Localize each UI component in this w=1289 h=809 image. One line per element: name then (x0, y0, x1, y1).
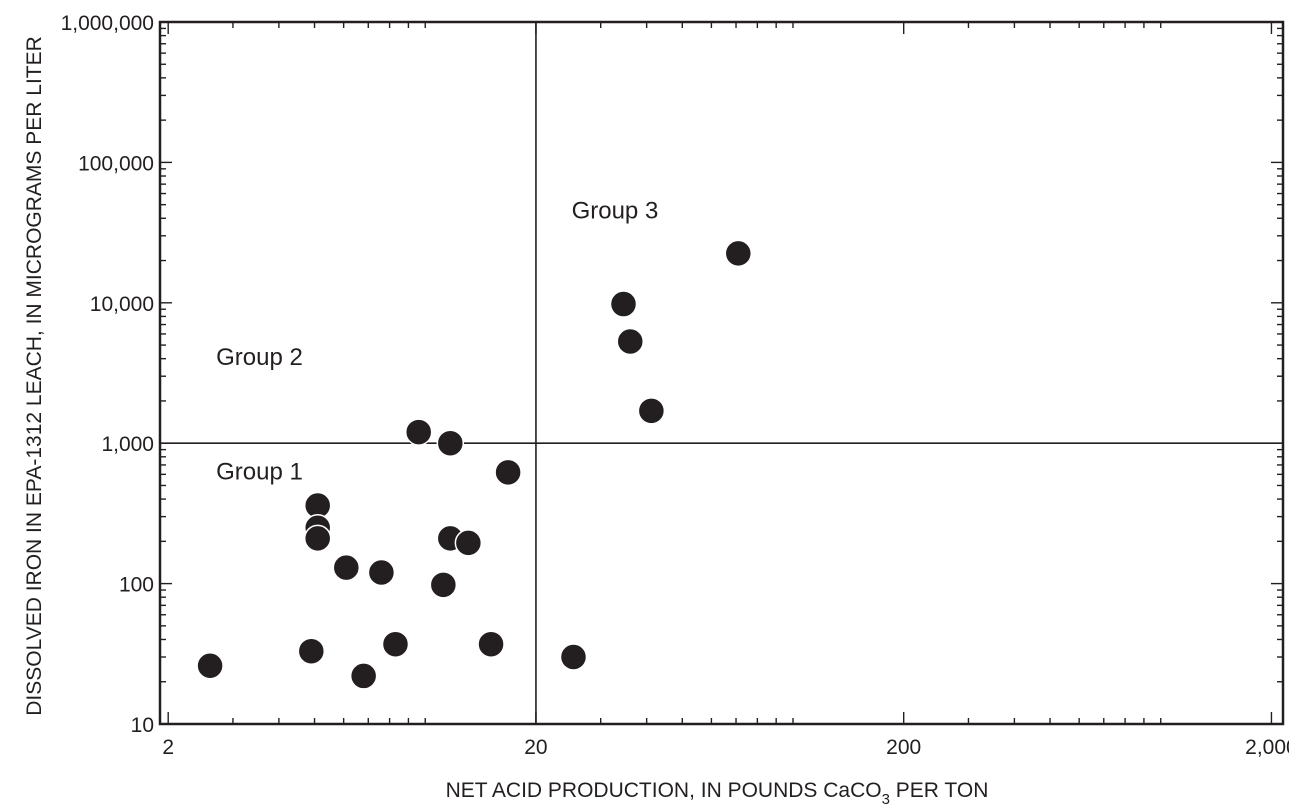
data-point (367, 558, 396, 587)
y-tick-label: 10 (131, 714, 154, 737)
x-axis-title-main: NET ACID PRODUCTION, IN POUNDS CaCO (446, 779, 882, 802)
axis-ticks (160, 21, 1283, 725)
data-point (609, 290, 638, 318)
data-point (436, 429, 465, 457)
data-point (349, 662, 378, 690)
annotations: Group 3 Group 2 Group 1 (216, 197, 658, 485)
data-point (381, 630, 410, 658)
data-point (196, 651, 224, 680)
plot-border (158, 20, 1285, 726)
data-point (559, 643, 588, 671)
y-axis-title: DISSOLVED IRON IN EPA-1312 LEACH, IN MIC… (23, 36, 46, 716)
y-tick-label: 100,000 (78, 152, 154, 175)
group-label: Group 3 (572, 197, 659, 224)
data-point (303, 524, 332, 553)
data-point (454, 529, 483, 557)
x-tick-label: 2,000 (1245, 736, 1289, 759)
x-axis-title-suffix: PER TON (890, 779, 988, 802)
data-points (196, 239, 753, 690)
data-point (332, 553, 361, 582)
x-tick-label: 20 (524, 736, 547, 759)
data-point (494, 458, 522, 487)
y-tick-label: 1,000 (101, 433, 154, 456)
x-axis-title: NET ACID PRODUCTION, IN POUNDS CaCO3 PER… (446, 779, 989, 808)
y-tick-label: 10,000 (90, 293, 154, 316)
data-point (297, 637, 326, 665)
data-point (477, 630, 505, 658)
data-point (637, 397, 666, 425)
y-tick-label: 100 (119, 574, 154, 597)
group-label: Group 2 (216, 344, 303, 371)
tick-labels: 2 20 200 2,000 10 100 1,000 10,000 100,000 1,000,… (61, 12, 1289, 759)
x-tick-label: 2 (162, 736, 174, 759)
data-point (404, 418, 433, 446)
reference-lines (160, 22, 1283, 724)
x-tick-label: 200 (886, 736, 921, 759)
data-point (429, 571, 458, 599)
y-tick-label: 1,000,000 (61, 12, 154, 35)
data-point (724, 239, 753, 268)
group-label: Group 1 (216, 459, 303, 486)
data-point (616, 327, 645, 356)
plot-frame (158, 20, 1285, 726)
x-axis-title-subscript: 3 (882, 791, 890, 808)
